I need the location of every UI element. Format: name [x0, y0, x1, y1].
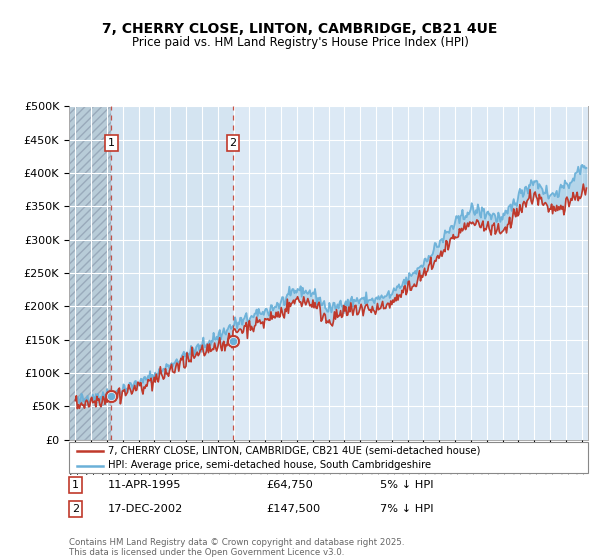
- Bar: [111, 106, 233, 440]
- Text: 2: 2: [229, 138, 236, 148]
- Text: £64,750: £64,750: [266, 480, 313, 490]
- Bar: [69, 106, 111, 440]
- Text: HPI: Average price, semi-detached house, South Cambridgeshire: HPI: Average price, semi-detached house,…: [108, 460, 431, 470]
- Text: 7, CHERRY CLOSE, LINTON, CAMBRIDGE, CB21 4UE (semi-detached house): 7, CHERRY CLOSE, LINTON, CAMBRIDGE, CB21…: [108, 446, 481, 456]
- Text: 7, CHERRY CLOSE, LINTON, CAMBRIDGE, CB21 4UE: 7, CHERRY CLOSE, LINTON, CAMBRIDGE, CB21…: [103, 22, 497, 36]
- Text: Contains HM Land Registry data © Crown copyright and database right 2025.
This d: Contains HM Land Registry data © Crown c…: [69, 538, 404, 557]
- Text: 1: 1: [72, 480, 79, 490]
- Text: Price paid vs. HM Land Registry's House Price Index (HPI): Price paid vs. HM Land Registry's House …: [131, 36, 469, 49]
- Text: 5% ↓ HPI: 5% ↓ HPI: [380, 480, 434, 490]
- Text: 11-APR-1995: 11-APR-1995: [108, 480, 181, 490]
- Text: 1: 1: [108, 138, 115, 148]
- Text: 2: 2: [71, 504, 79, 514]
- Text: 7% ↓ HPI: 7% ↓ HPI: [380, 504, 434, 514]
- Text: 17-DEC-2002: 17-DEC-2002: [108, 504, 183, 514]
- Text: £147,500: £147,500: [266, 504, 320, 514]
